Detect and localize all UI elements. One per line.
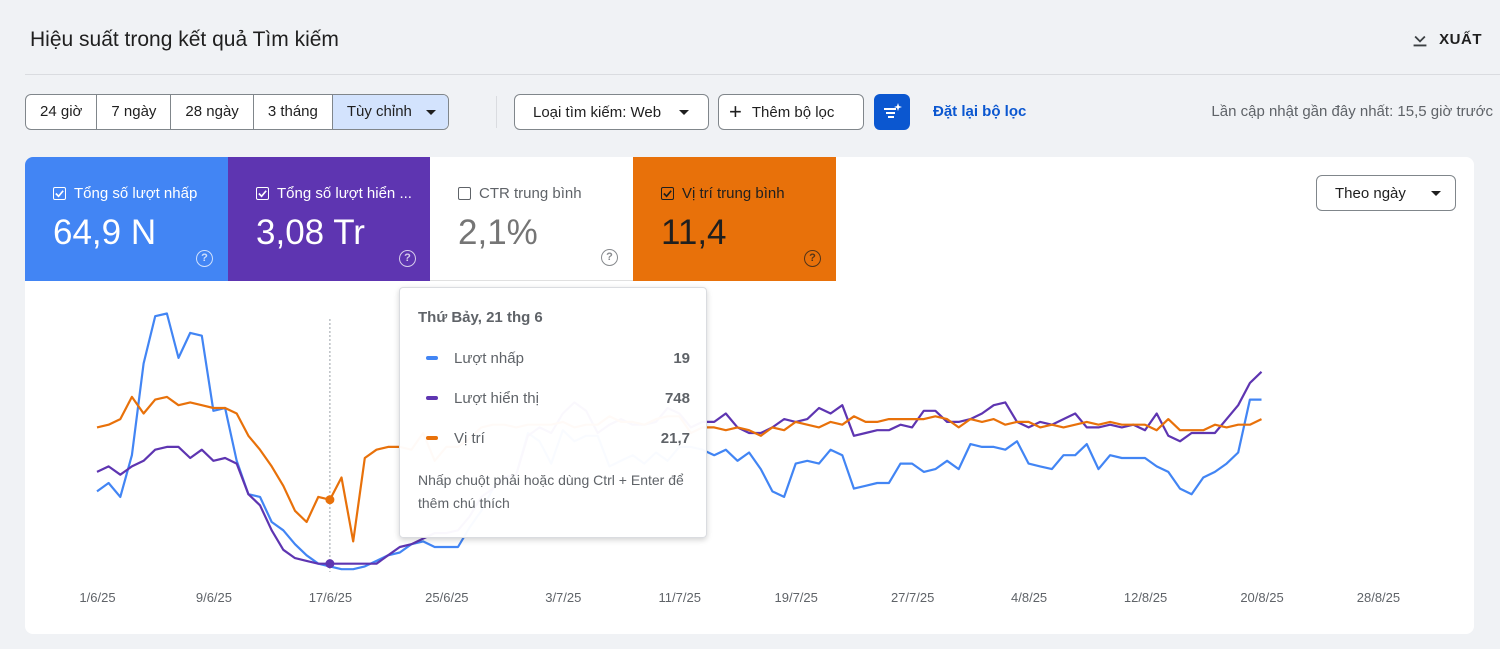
date-range-selector: 24 giờ 7 ngày 28 ngày 3 tháng Tùy chỉnh (25, 94, 449, 130)
tooltip-note: Nhấp chuột phải hoặc dùng Ctrl + Enter đ… (418, 472, 684, 511)
metric-impressions[interactable]: Tổng số lượt hiển ... 3,08 Tr ? (228, 157, 431, 281)
legend-swatch (426, 396, 438, 400)
x-tick-label: 17/6/25 (309, 590, 352, 605)
checkbox-unchecked-icon[interactable] (458, 187, 471, 200)
x-tick-label: 12/8/25 (1124, 590, 1167, 605)
metric-clicks[interactable]: Tổng số lượt nhấp 64,9 N ? (25, 157, 228, 281)
x-tick-label: 1/6/25 (79, 590, 115, 605)
tooltip-row-impressions: Lượt hiển thị 748 (426, 388, 690, 408)
tooltip-value: 21,7 (660, 429, 690, 447)
x-tick-label: 3/7/25 (545, 590, 581, 605)
export-label: XUẤT (1439, 30, 1482, 48)
help-icon[interactable]: ? (196, 250, 213, 267)
download-icon (1413, 29, 1427, 47)
range-7d[interactable]: 7 ngày (97, 95, 172, 129)
range-custom-label: Tùy chỉnh (346, 103, 412, 120)
last-updated-text: Lần cập nhật gần đây nhất: 15,5 giờ trướ… (1211, 103, 1493, 120)
tooltip-label: Lượt nhấp (454, 349, 524, 367)
search-type-label: Loại tìm kiếm: Web (533, 103, 662, 121)
range-3m[interactable]: 3 tháng (254, 95, 333, 129)
metric-impressions-label: Tổng số lượt hiển ... (277, 185, 412, 202)
metric-clicks-label: Tổng số lượt nhấp (74, 185, 198, 202)
metric-impressions-header: Tổng số lượt hiển ... (256, 185, 426, 202)
x-tick-label: 11/7/25 (659, 590, 701, 605)
toolbar-separator (496, 96, 497, 128)
performance-card: Tổng số lượt nhấp 64,9 N ? Tổng số lượt … (25, 157, 1474, 634)
x-tick-label: 28/8/25 (1357, 590, 1400, 605)
legend-swatch (426, 356, 438, 360)
metric-position-label: Vị trí trung bình (682, 185, 785, 202)
metric-clicks-header: Tổng số lượt nhấp (53, 185, 223, 202)
hover-point (325, 559, 335, 569)
tooltip-row-clicks: Lượt nhấp 19 (426, 348, 690, 368)
legend-swatch (426, 436, 438, 440)
metric-ctr[interactable]: CTR trung bình 2,1% ? (430, 157, 633, 281)
add-filter-button[interactable]: + Thêm bộ lọc (718, 94, 864, 130)
chevron-down-icon (1431, 190, 1441, 196)
filter-toolbar: 24 giờ 7 ngày 28 ngày 3 tháng Tùy chỉnh … (25, 94, 1500, 130)
hover-point (325, 495, 335, 505)
page-title: Hiệu suất trong kết quả Tìm kiếm (30, 28, 339, 51)
x-tick-label: 4/8/25 (1011, 590, 1047, 605)
chart-tooltip: Thứ Bảy, 21 thg 6 Lượt nhấp 19 Lượt hiển… (399, 287, 707, 538)
help-icon[interactable]: ? (399, 250, 416, 267)
reset-filters-link[interactable]: Đặt lại bộ lọc (933, 103, 1027, 120)
metric-ctr-label: CTR trung bình (479, 185, 582, 202)
search-type-dropdown[interactable]: Loại tìm kiếm: Web (514, 94, 709, 130)
checkbox-checked-icon[interactable] (53, 187, 66, 200)
metric-position-header: Vị trí trung bình (661, 185, 831, 202)
chevron-down-icon (425, 109, 436, 115)
tooltip-value: 748 (664, 389, 690, 407)
plus-icon: + (729, 99, 742, 124)
metric-position-value: 11,4 (661, 213, 727, 252)
period-dropdown[interactable]: Theo ngày (1316, 175, 1456, 211)
range-28d[interactable]: 28 ngày (171, 95, 254, 129)
tooltip-row-position: Vị trí 21,7 (426, 428, 690, 448)
tooltip-label: Vị trí (454, 429, 485, 447)
range-custom[interactable]: Tùy chỉnh (332, 95, 448, 129)
chevron-down-icon (679, 109, 690, 115)
help-icon[interactable]: ? (804, 250, 821, 267)
tooltip-value: 19 (673, 349, 690, 367)
x-tick-label: 9/6/25 (196, 590, 232, 605)
period-label: Theo ngày (1335, 184, 1406, 202)
metric-position[interactable]: Vị trí trung bình 11,4 ? (633, 157, 836, 281)
tooltip-label: Lượt hiển thị (454, 389, 539, 407)
performance-chart[interactable]: 1/6/25 9/6/25 17/6/25 25/6/25 3/7/25 11/7/25 1… (25, 157, 1474, 634)
tooltip-date: Thứ Bảy, 21 thg 6 (418, 309, 543, 326)
metric-ctr-value: 2,1% (458, 213, 538, 252)
checkbox-checked-icon[interactable] (661, 187, 674, 200)
x-tick-label: 25/6/25 (425, 590, 468, 605)
x-tick-label: 20/8/25 (1240, 590, 1283, 605)
filter-options-button[interactable] (874, 94, 910, 130)
x-tick-label: 27/7/25 (891, 590, 934, 605)
export-button[interactable]: XUẤT (1409, 28, 1482, 50)
header-divider (25, 74, 1500, 75)
filter-sparkle-icon (884, 103, 902, 118)
checkbox-checked-icon[interactable] (256, 187, 269, 200)
add-filter-label: Thêm bộ lọc (751, 103, 835, 121)
metric-clicks-value: 64,9 N (53, 213, 157, 252)
x-tick-label: 19/7/25 (775, 590, 818, 605)
range-24h[interactable]: 24 giờ (26, 95, 98, 129)
metric-impressions-value: 3,08 Tr (256, 213, 365, 252)
metric-ctr-header: CTR trung bình (458, 185, 628, 202)
help-icon[interactable]: ? (601, 249, 618, 266)
